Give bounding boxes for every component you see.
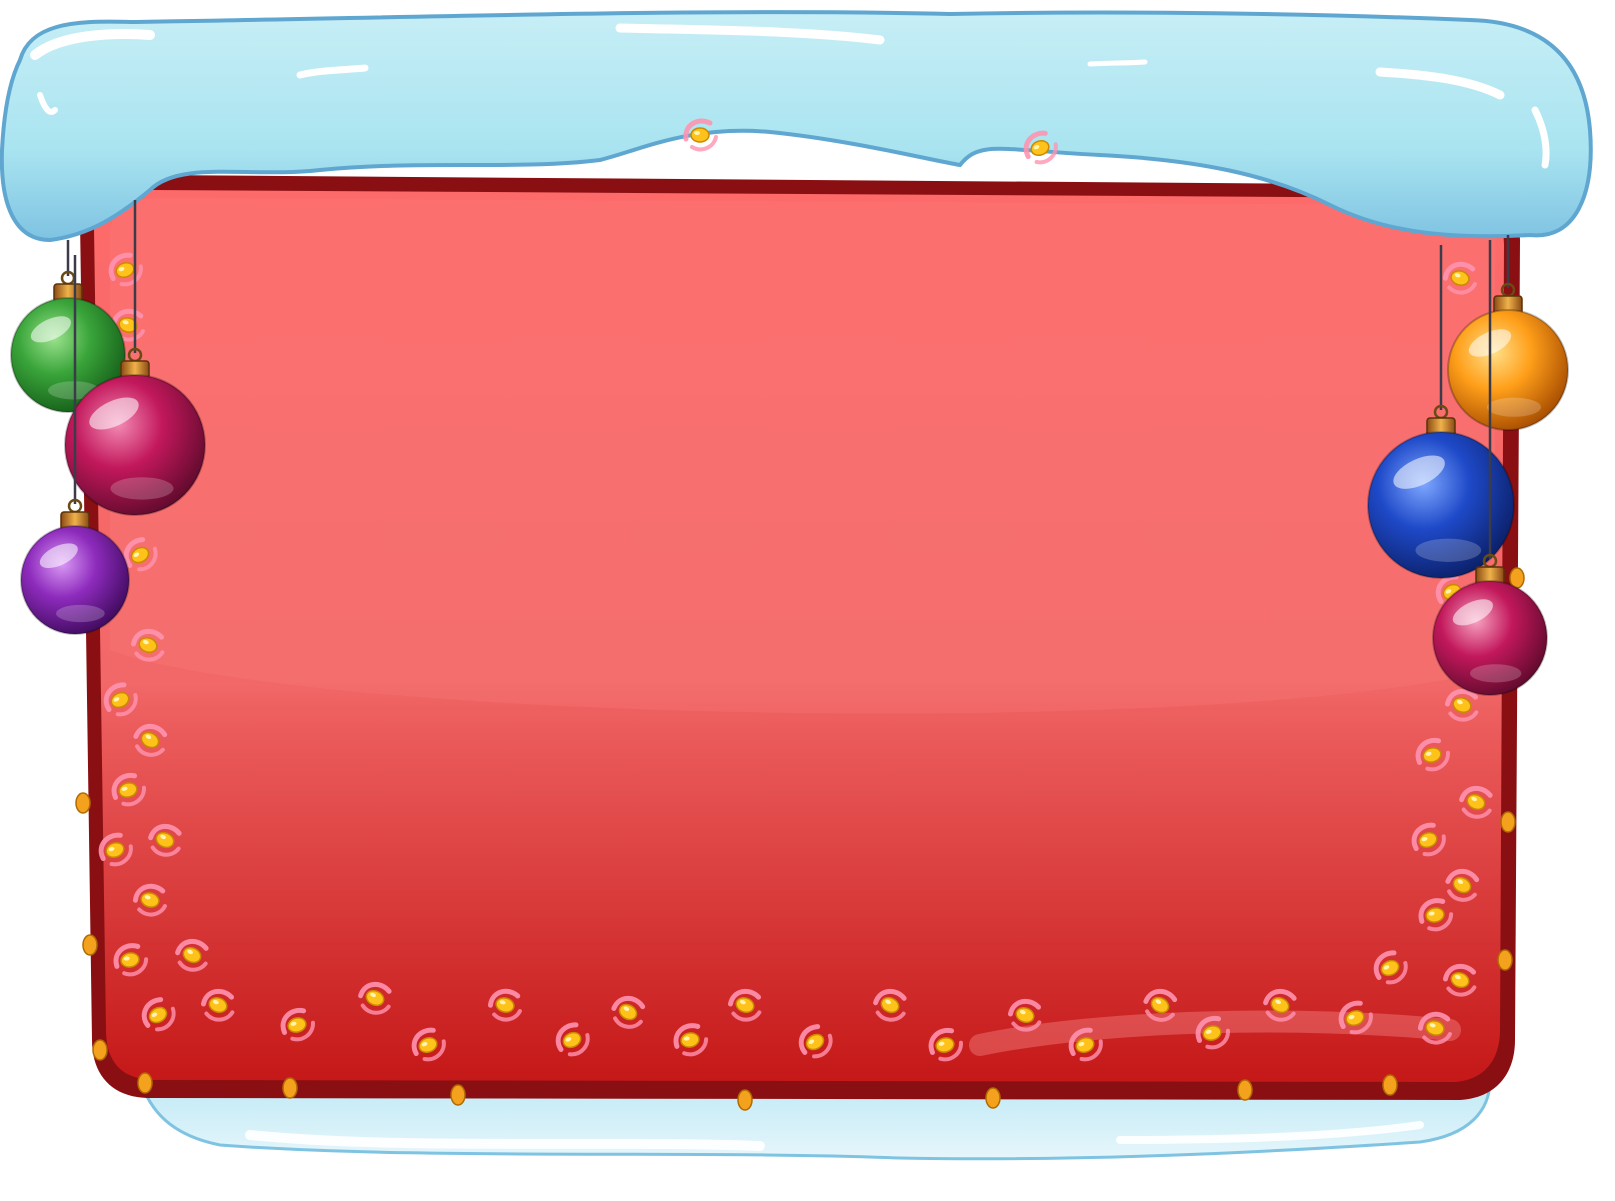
ornaments [10, 200, 1569, 696]
string-lights [75, 118, 1525, 1111]
blue-ornament [1367, 245, 1515, 579]
light-bulb [1195, 1015, 1230, 1050]
light-bulb [1418, 898, 1454, 932]
top-snow [0, 10, 1593, 243]
light-bulb [358, 982, 392, 1015]
light-bulb [555, 1022, 590, 1057]
light-bulb [1338, 1000, 1373, 1035]
magenta-ornament [64, 200, 206, 516]
edge-bulb [450, 1084, 466, 1106]
light-bulb [1417, 1011, 1452, 1045]
light-bulb [98, 832, 133, 867]
light-bulb [123, 537, 158, 572]
light-bulb [200, 988, 235, 1022]
light-bulb [132, 883, 167, 917]
light-bulb [1445, 868, 1480, 902]
light-bulb [411, 1027, 446, 1062]
light-bulb [130, 628, 165, 662]
edge-bulb [75, 792, 91, 814]
light-bulb [1007, 998, 1042, 1032]
light-bulb [1444, 688, 1479, 722]
light-bulb [673, 1023, 709, 1057]
light-bulb [873, 989, 907, 1022]
edge-bulb [1237, 1079, 1253, 1101]
edge-bulb [737, 1089, 753, 1111]
light-bulb [133, 723, 168, 757]
light-bulb [108, 252, 143, 287]
light-bulb [111, 772, 146, 807]
light-bulb [487, 988, 522, 1022]
light-bulb [1373, 950, 1408, 985]
light-bulb [1263, 989, 1297, 1022]
edge-bulb [92, 1039, 108, 1061]
light-bulb [175, 939, 209, 972]
light-bulb [798, 1024, 833, 1059]
edge-bulb [1382, 1074, 1398, 1096]
purple-ornament [20, 255, 130, 635]
light-bulb [727, 988, 762, 1022]
pink-ornament [1432, 240, 1548, 696]
light-bulb [148, 824, 182, 857]
light-bulb [1143, 988, 1178, 1022]
board-sheen [110, 198, 1495, 714]
light-bulb [1442, 261, 1477, 295]
edge-bulb [1500, 811, 1516, 833]
light-bulb [1415, 737, 1450, 772]
light-bulb [141, 997, 176, 1032]
light-bulb [611, 995, 646, 1029]
edge-bulb [282, 1077, 298, 1099]
light-bulb [928, 1027, 963, 1062]
light-bulb [103, 682, 138, 717]
board-face [94, 190, 1504, 1082]
light-bulb [1068, 1027, 1103, 1062]
edge-bulb [985, 1087, 1001, 1109]
edge-bulb [82, 934, 98, 956]
light-bulb [1459, 786, 1493, 819]
light-bulb [1442, 963, 1477, 997]
light-bulb [683, 118, 718, 152]
light-bulb [280, 1007, 315, 1042]
edge-bulb [137, 1072, 153, 1094]
light-bulb [1023, 130, 1058, 165]
edge-bulb [1497, 949, 1513, 971]
light-bulb [1411, 822, 1446, 857]
light-bulb [113, 943, 149, 977]
